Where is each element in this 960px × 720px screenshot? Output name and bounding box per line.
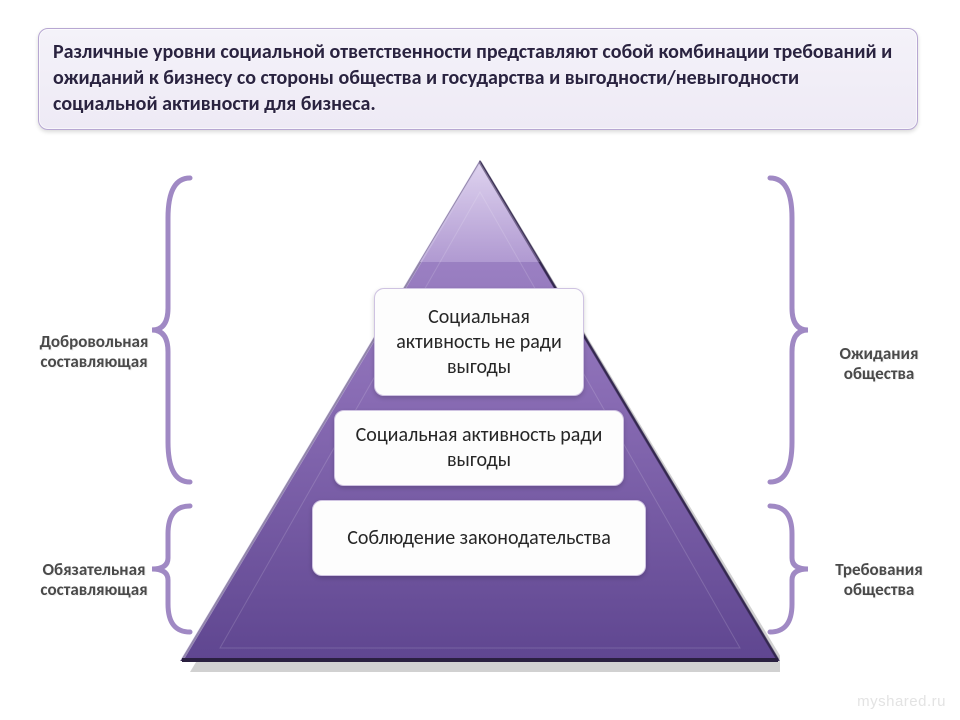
brace-left-bottom xyxy=(150,498,200,640)
pyramid-level-middle: Социальная активность ради выгоды xyxy=(334,410,624,486)
label-line1: Добровольная xyxy=(40,331,149,352)
stage: Различные уровни социальной ответственно… xyxy=(0,0,960,720)
level-label: Социальная активность ради выгоды xyxy=(347,423,611,473)
label-right-top: Ожидания общества xyxy=(824,344,934,385)
watermark-text: myshared.ru xyxy=(857,693,946,710)
label-line1: Обязательная xyxy=(43,559,146,580)
label-line2: составляющая xyxy=(40,351,147,372)
label-line2: составляющая xyxy=(40,579,147,600)
watermark: myshared.ru xyxy=(857,693,946,710)
brace-right-bottom xyxy=(760,498,810,640)
label-right-bottom: Требования общества xyxy=(824,560,934,601)
label-line2: общества xyxy=(844,579,915,600)
header-text: Различные уровни социальной ответственно… xyxy=(53,40,892,116)
pyramid-level-top: Социальная активность не ради выгоды xyxy=(374,288,584,396)
brace-right-top xyxy=(760,170,810,490)
label-line2: общества xyxy=(844,363,915,384)
label-left-bottom: Обязательная составляющая xyxy=(34,560,154,601)
level-label: Социальная активность не ради выгоды xyxy=(387,305,571,380)
label-line1: Ожидания xyxy=(840,343,919,364)
label-line1: Требования xyxy=(835,559,922,580)
header-box: Различные уровни социальной ответственно… xyxy=(38,28,918,130)
brace-left-top xyxy=(150,170,200,490)
label-left-top: Добровольная составляющая xyxy=(34,332,154,373)
level-label: Соблюдение законодательства xyxy=(347,526,611,551)
pyramid-level-bottom: Соблюдение законодательства xyxy=(312,500,646,576)
